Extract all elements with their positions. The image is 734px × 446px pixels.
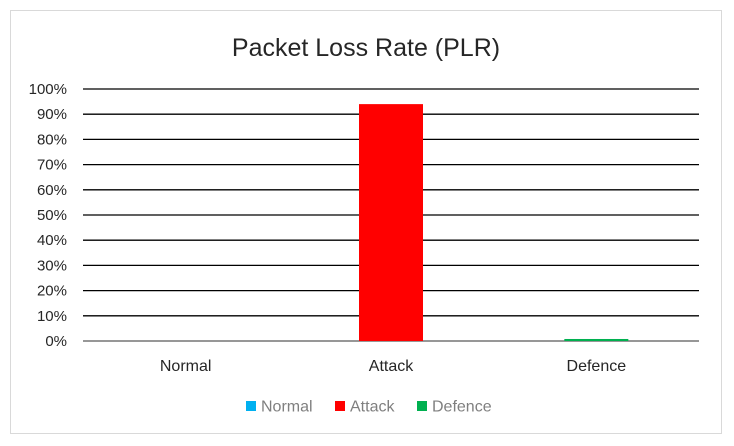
bar-defence xyxy=(564,338,629,341)
y-tick-label: 20% xyxy=(37,283,67,300)
y-tick-label: 100% xyxy=(29,81,67,98)
legend-swatch-normal xyxy=(246,401,256,411)
legend-swatch-defence xyxy=(417,401,427,411)
x-axis-categories: Normal Attack Defence xyxy=(160,358,626,375)
y-tick-label: 40% xyxy=(37,232,67,249)
x-category-label: Normal xyxy=(160,358,212,375)
y-tick-label: 0% xyxy=(45,333,67,350)
y-tick-label: 80% xyxy=(37,131,67,148)
x-category-label: Attack xyxy=(369,358,414,375)
legend-swatch-attack xyxy=(335,401,345,411)
y-tick-label: 50% xyxy=(37,207,67,224)
chart-title: Packet Loss Rate (PLR) xyxy=(232,34,500,62)
x-category-label: Defence xyxy=(567,358,627,375)
bar-attack xyxy=(359,104,423,342)
bars xyxy=(359,104,629,342)
legend-label-defence: Defence xyxy=(432,399,492,416)
legend-label-normal: Normal xyxy=(261,399,313,416)
y-tick-label: 70% xyxy=(37,157,67,174)
legend-label-attack: Attack xyxy=(350,399,395,416)
y-tick-label: 30% xyxy=(37,257,67,274)
y-tick-label: 10% xyxy=(37,308,67,325)
legend: Normal Attack Defence xyxy=(246,399,492,416)
y-axis-ticks: 0% 10% 20% 30% 40% 50% 60% 70% 80% 90% 100% xyxy=(29,81,67,350)
y-tick-label: 60% xyxy=(37,182,67,199)
y-tick-label: 90% xyxy=(37,106,67,123)
